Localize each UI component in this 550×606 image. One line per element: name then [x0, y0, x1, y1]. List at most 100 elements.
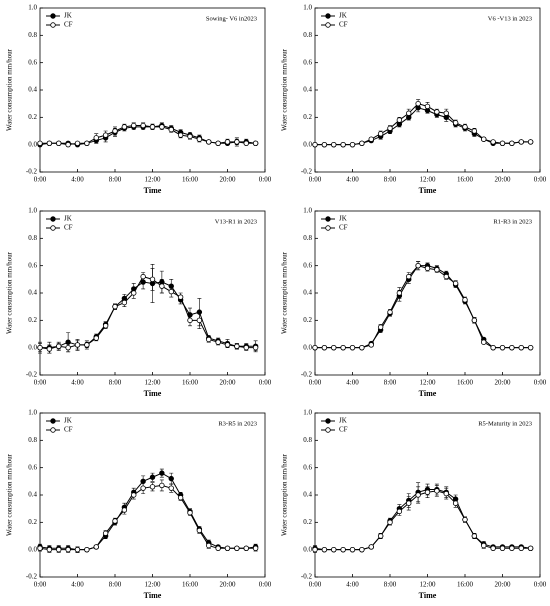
x-tick-label: 4:00 [346, 581, 359, 589]
plot-frame [39, 7, 266, 173]
y-tick-label: 0.0 [28, 545, 37, 553]
y-tick-label: 0.6 [303, 58, 312, 66]
x-tick-label: 4:00 [71, 176, 84, 184]
series-line [315, 103, 531, 146]
y-tick-label: 0.4 [303, 491, 312, 499]
legend-label: CF [339, 224, 348, 232]
y-tick-label: 0.2 [303, 316, 312, 324]
x-tick-label: 0:00 [34, 176, 47, 184]
y-tick-label: 0.8 [28, 436, 37, 444]
x-tick-label: 0:00 [259, 379, 272, 387]
y-tick-label: 0.0 [28, 140, 37, 148]
data-point [112, 303, 118, 310]
y-tick-label: 1.0 [28, 4, 37, 12]
data-point [481, 136, 487, 142]
data-point [149, 474, 156, 480]
y-tick-label: 0.8 [303, 234, 312, 242]
data-point [93, 335, 99, 341]
chart-title: V13-R1 in 2023 [215, 218, 257, 225]
data-point [509, 545, 515, 551]
data-point [471, 317, 478, 324]
data-point [518, 545, 524, 551]
data-point [234, 139, 240, 145]
data-point [102, 132, 109, 138]
data-point [499, 344, 506, 351]
x-tick-label: 20:00 [495, 176, 511, 184]
data-point [359, 546, 365, 553]
x-tick-label: 20:00 [220, 581, 236, 589]
data-point [499, 545, 506, 551]
legend-marker [50, 216, 56, 222]
series-line [315, 107, 531, 146]
data-point [56, 343, 62, 349]
y-tick-label: 0.0 [28, 343, 37, 351]
data-point [131, 492, 137, 498]
x-tick-label: 16:00 [182, 581, 198, 589]
data-point [187, 317, 193, 324]
data-point [121, 124, 128, 130]
plot-frame [314, 7, 541, 173]
data-point [102, 323, 109, 329]
legend-label: JK [64, 12, 72, 20]
data-point [215, 545, 221, 551]
data-point [74, 140, 81, 146]
data-point [224, 342, 231, 348]
data-point [527, 545, 534, 551]
x-tick-label: 0:00 [309, 379, 322, 387]
series-line [39, 125, 256, 146]
data-point [424, 265, 431, 272]
series-line [315, 490, 531, 551]
data-point [131, 122, 137, 129]
y-tick-label: -0.2 [301, 371, 313, 379]
y-axis-label: Water consumption mm/hour [281, 251, 289, 334]
data-point [196, 527, 203, 534]
data-point [331, 546, 337, 553]
data-point [359, 140, 365, 146]
legend-marker [325, 22, 331, 28]
data-point [331, 344, 337, 351]
y-tick-label: 0.8 [28, 234, 37, 242]
data-point [84, 546, 90, 553]
data-point [93, 135, 99, 141]
data-point [462, 516, 468, 523]
data-point [65, 546, 71, 553]
y-tick-label: 1.0 [28, 409, 37, 417]
legend-marker [325, 225, 331, 231]
legend-label: CF [339, 21, 348, 29]
x-tick-label: 8:00 [109, 581, 122, 589]
data-point [359, 344, 365, 351]
data-point [443, 110, 449, 116]
data-point [121, 507, 128, 513]
y-tick-label: 1.0 [303, 409, 312, 417]
x-tick-label: 12:00 [145, 379, 161, 387]
legend-label: JK [339, 215, 347, 223]
y-tick-label: 0.2 [303, 113, 312, 121]
data-point [206, 139, 212, 145]
data-point [312, 344, 318, 351]
series-line [315, 265, 531, 349]
data-point [424, 103, 431, 110]
x-tick-label: 20:00 [495, 581, 511, 589]
data-point [481, 339, 487, 345]
data-point [74, 546, 81, 553]
y-tick-label: 0.6 [28, 58, 37, 66]
data-point [349, 141, 356, 148]
data-point [215, 339, 221, 345]
y-tick-label: 0.0 [303, 545, 312, 553]
data-point [187, 133, 193, 140]
data-point [471, 533, 478, 539]
data-point [406, 110, 412, 116]
data-point [243, 140, 249, 146]
data-point [74, 342, 81, 348]
data-point [177, 294, 184, 300]
data-point [46, 546, 53, 553]
legend-marker [325, 427, 331, 433]
data-point [509, 344, 515, 351]
x-axis-label: Time [144, 186, 162, 195]
y-axis-label: Water consumption mm/hour [6, 48, 14, 131]
data-point [196, 317, 203, 324]
data-point [234, 545, 240, 551]
data-point [509, 140, 515, 146]
legend-label: JK [339, 12, 347, 20]
